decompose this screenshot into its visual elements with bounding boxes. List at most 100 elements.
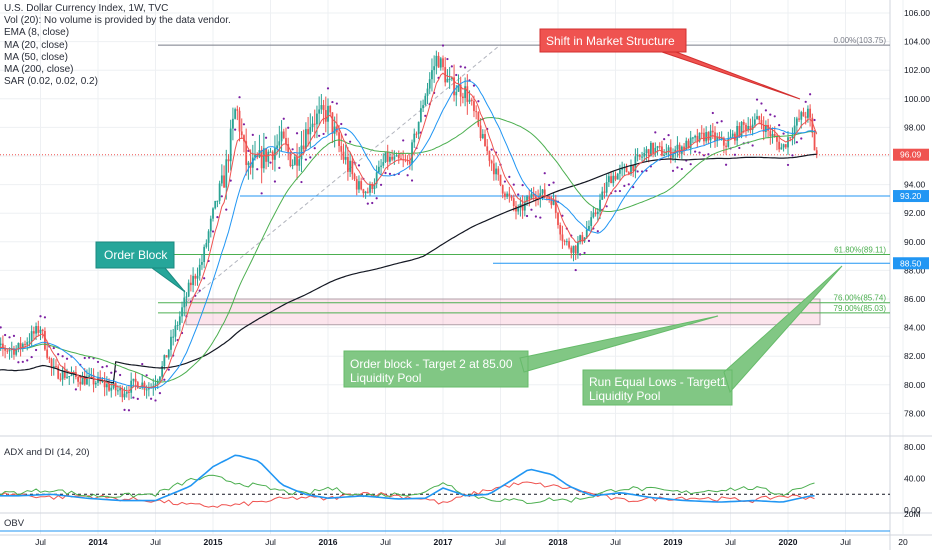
sar-dot [167,368,170,371]
candle-body [37,326,40,333]
candle [362,188,365,198]
candle [302,129,305,153]
candle [114,381,117,397]
candle-body [813,132,816,151]
candle [780,143,783,150]
candle-body [643,153,646,157]
candle-body [57,366,60,379]
candle-body [351,160,354,175]
sar-dot [278,166,281,169]
candle [331,112,334,144]
candle-body [428,79,431,89]
candle [462,92,464,104]
candle-body [550,199,553,205]
candle [435,50,438,75]
ema8-line [0,72,818,392]
candle-body [753,119,756,125]
candle-body [289,152,292,167]
sar-dot [733,153,737,156]
candle [798,109,800,122]
candle [793,117,796,145]
price-tick-label: 90.00 [904,237,926,247]
candle [641,151,643,162]
sar-dot [225,208,228,211]
candle [181,301,183,323]
sar-dot [264,136,268,139]
sar-dot [149,397,153,400]
candle [245,128,248,176]
candle [422,99,424,113]
candle-body [293,156,296,165]
candle [776,133,778,151]
sar-dot [119,373,122,377]
price-tick-label: 98.00 [904,122,926,132]
sar-dot [676,166,679,169]
candle [203,244,206,269]
candle [176,321,179,331]
candle-body [488,151,491,161]
time-tick-label: Jul [840,537,851,547]
sar-dot [552,181,555,184]
candle [209,215,212,238]
candle-body [276,145,279,149]
candle-body [497,168,500,175]
candle-body [400,158,402,160]
candle-body [501,185,504,194]
candle [247,160,250,180]
candle [497,166,500,181]
candle-body [530,193,533,200]
candle [344,144,347,165]
sar-dot [211,230,215,233]
candle [196,267,199,286]
candle-body [309,127,312,135]
candle [167,348,170,360]
candle [718,131,721,141]
shift-structure-callout [539,28,801,100]
candle-body [729,136,732,139]
candle-body [601,191,604,200]
candle-body [793,125,796,136]
sar-dot [751,144,754,147]
sar-dot [17,361,20,364]
sar-dot [158,392,162,395]
candle [654,142,657,157]
time-tick-label: 2015 [204,537,223,547]
candle [442,55,444,71]
candle-body [209,218,212,232]
candle-body [128,392,130,394]
candle [561,225,564,249]
candle [439,56,442,71]
vol-indicator-label: Vol (20): No volume is provided by the d… [4,15,231,27]
candle-body [154,383,157,386]
candle-body [229,128,232,162]
candle [324,96,327,133]
candle-body [707,132,710,141]
candle-body [767,124,769,131]
candle [488,150,491,167]
candle [636,148,639,162]
candle-body [121,388,124,398]
candle [389,151,391,164]
candle-body [61,370,64,380]
candle-body [554,199,557,213]
sar-dot [12,334,16,337]
candle [342,143,345,164]
sar-dot [340,122,343,126]
sar-dot [548,183,551,187]
candle [77,375,79,387]
candle-body [245,141,248,166]
candle-body [88,375,91,378]
fib-level-label: 61.80%(89.11) [834,246,886,255]
candle-body [703,132,705,142]
candle-body [455,91,458,96]
candle [369,181,371,196]
candle [415,131,418,139]
candle-body [747,125,750,131]
candle-body [557,212,559,226]
candle [322,99,325,124]
candle-body [466,86,469,102]
candle-body [2,343,4,349]
candle [170,329,172,357]
candle [46,340,49,360]
